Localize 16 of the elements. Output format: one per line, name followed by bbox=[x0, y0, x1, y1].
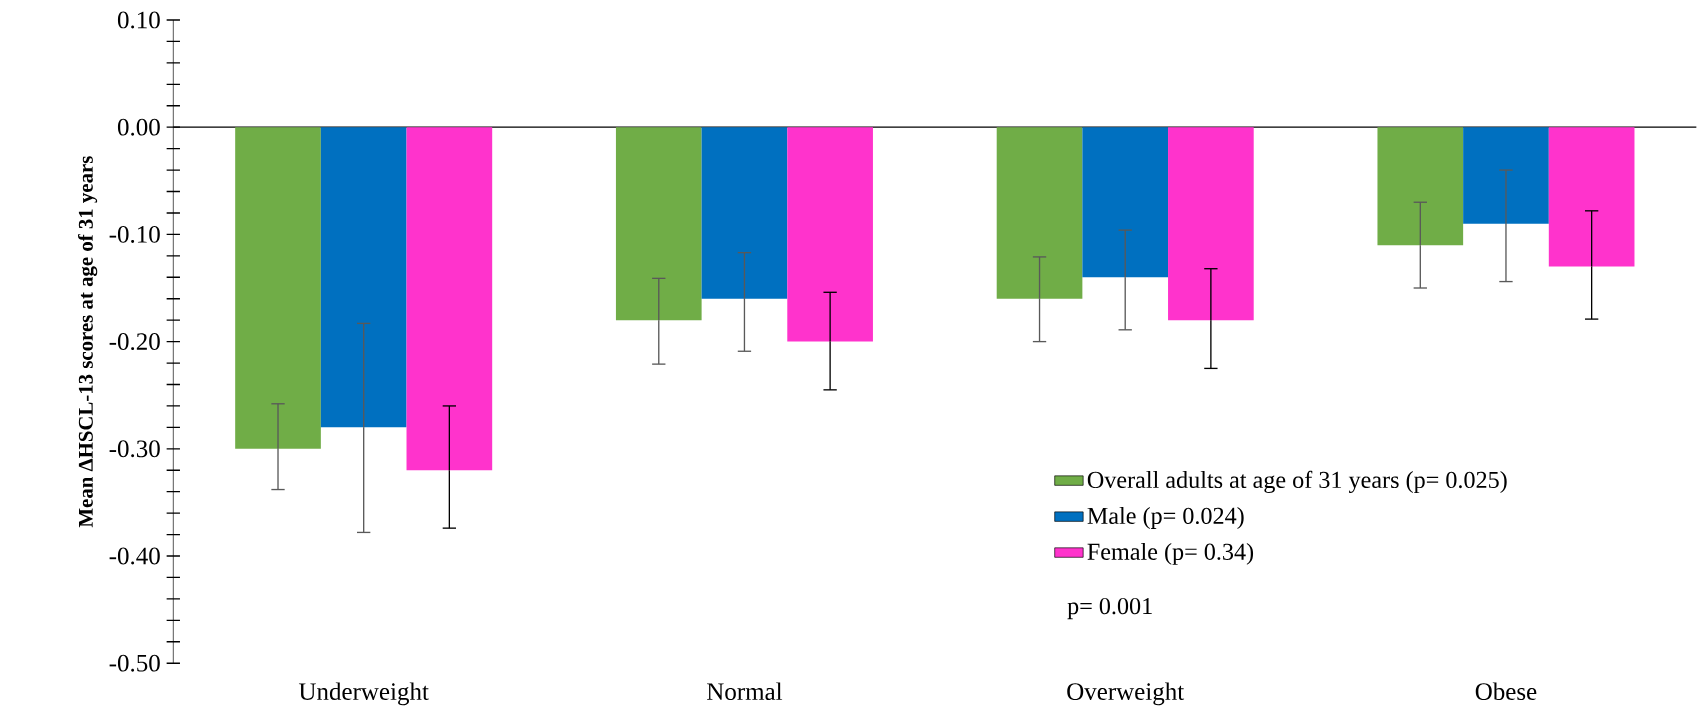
y-tick-label: -0.40 bbox=[109, 547, 160, 565]
legend-label: Male (p= 0.024) bbox=[1087, 507, 1244, 530]
x-tick-label: Normal bbox=[707, 682, 783, 701]
legend-label: Female (p= 0.34) bbox=[1087, 543, 1254, 565]
y-tick-label: -0.10 bbox=[109, 226, 160, 244]
y-tick-label: -0.50 bbox=[109, 654, 160, 672]
y-tick-label: -0.20 bbox=[109, 333, 160, 351]
legend-label: Overall adults at age of 31 years (p= 0.025) bbox=[1087, 470, 1507, 494]
annotation: p= 0.001 bbox=[1067, 598, 1152, 620]
y-axis-title: Mean ΔHSCL-13 scores at age of 31 years bbox=[77, 156, 98, 528]
x-tick-label: Underweight bbox=[298, 682, 429, 706]
y-tick-label: -0.30 bbox=[109, 440, 160, 458]
y-tick-label: 0.10 bbox=[117, 11, 160, 29]
x-tick-label: Obese bbox=[1475, 682, 1537, 701]
y-tick-label: 0.00 bbox=[117, 118, 160, 136]
x-tick-label: Overweight bbox=[1067, 682, 1185, 706]
